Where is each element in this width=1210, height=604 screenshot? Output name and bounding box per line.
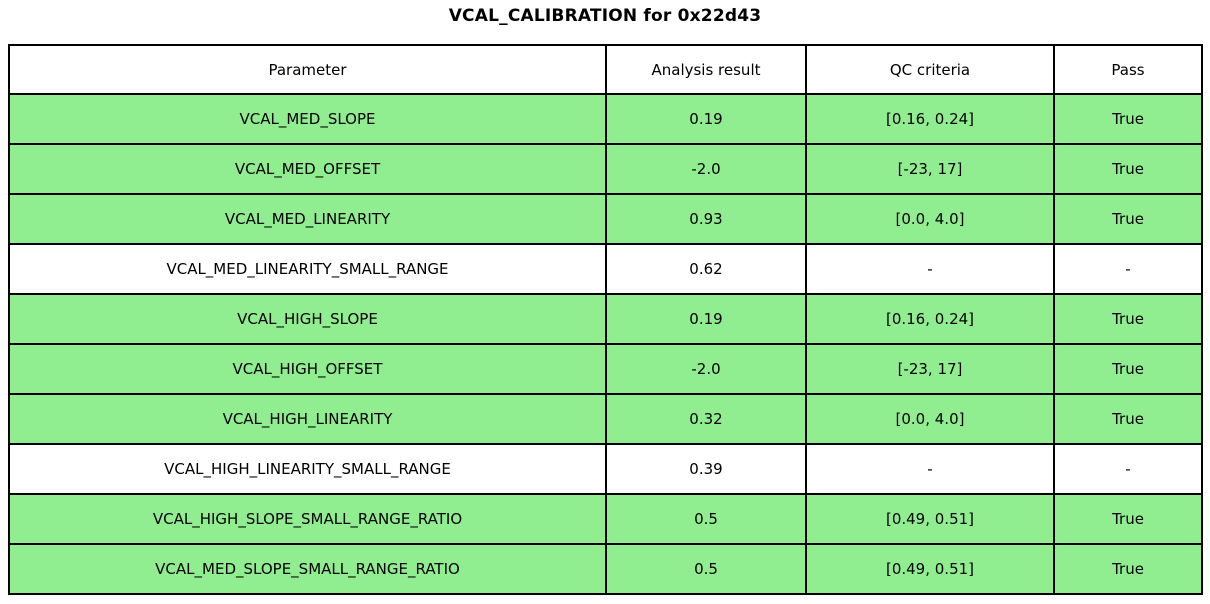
criteria-cell: [0.49, 0.51]: [805, 543, 1055, 595]
pass-cell: True: [1053, 293, 1203, 345]
parameter-cell: VCAL_MED_LINEARITY_SMALL_RANGE: [8, 243, 607, 295]
criteria-cell: [0.16, 0.24]: [805, 293, 1055, 345]
criteria-cell: -: [805, 243, 1055, 295]
criteria-cell: [0.0, 4.0]: [805, 393, 1055, 445]
parameter-cell: VCAL_HIGH_SLOPE_SMALL_RANGE_RATIO: [8, 493, 607, 545]
column-header-pass: Pass: [1053, 44, 1203, 95]
parameter-cell: VCAL_HIGH_LINEARITY_SMALL_RANGE: [8, 443, 607, 495]
parameter-cell: VCAL_MED_SLOPE: [8, 93, 607, 145]
table-row: VCAL_HIGH_SLOPE 0.19 [0.16, 0.24] True: [8, 293, 1203, 345]
parameter-cell: VCAL_HIGH_OFFSET: [8, 343, 607, 395]
column-header-analysis-result: Analysis result: [605, 44, 807, 95]
result-cell: -2.0: [605, 143, 807, 195]
criteria-cell: [0.49, 0.51]: [805, 493, 1055, 545]
pass-cell: True: [1053, 393, 1203, 445]
result-cell: 0.62: [605, 243, 807, 295]
result-cell: 0.5: [605, 543, 807, 595]
table-row: VCAL_MED_OFFSET -2.0 [-23, 17] True: [8, 143, 1203, 195]
criteria-cell: [0.0, 4.0]: [805, 193, 1055, 245]
pass-cell: True: [1053, 343, 1203, 395]
column-header-parameter: Parameter: [8, 44, 607, 95]
result-cell: 0.19: [605, 293, 807, 345]
table-row: VCAL_MED_SLOPE_SMALL_RANGE_RATIO 0.5 [0.49…: [8, 543, 1203, 595]
pass-cell: True: [1053, 543, 1203, 595]
result-cell: 0.32: [605, 393, 807, 445]
qc-table: Parameter Analysis result QC criteria Pa…: [8, 44, 1203, 595]
criteria-cell: [-23, 17]: [805, 343, 1055, 395]
table-row: VCAL_MED_LINEARITY 0.93 [0.0, 4.0] True: [8, 193, 1203, 245]
pass-cell: -: [1053, 243, 1203, 295]
header-row: Parameter Analysis result QC criteria Pa…: [8, 44, 1203, 95]
pass-cell: True: [1053, 93, 1203, 145]
result-cell: 0.19: [605, 93, 807, 145]
pass-cell: -: [1053, 443, 1203, 495]
result-cell: 0.39: [605, 443, 807, 495]
result-cell: 0.93: [605, 193, 807, 245]
criteria-cell: -: [805, 443, 1055, 495]
criteria-cell: [0.16, 0.24]: [805, 93, 1055, 145]
table-row: VCAL_MED_SLOPE 0.19 [0.16, 0.24] True: [8, 93, 1203, 145]
parameter-cell: VCAL_HIGH_SLOPE: [8, 293, 607, 345]
table-row: VCAL_HIGH_LINEARITY_SMALL_RANGE 0.39- -: [8, 443, 1203, 495]
parameter-cell: VCAL_MED_SLOPE_SMALL_RANGE_RATIO: [8, 543, 607, 595]
figure-title: VCAL_CALIBRATION for 0x22d43: [448, 6, 762, 26]
pass-cell: True: [1053, 143, 1203, 195]
table-row: VCAL_HIGH_LINEARITY 0.32 [0.0, 4.0] True: [8, 393, 1203, 445]
parameter-cell: VCAL_MED_LINEARITY: [8, 193, 607, 245]
pass-cell: True: [1053, 493, 1203, 545]
parameter-cell: VCAL_MED_OFFSET: [8, 143, 607, 195]
parameter-cell: VCAL_HIGH_LINEARITY: [8, 393, 607, 445]
result-cell: 0.5: [605, 493, 807, 545]
criteria-cell: [-23, 17]: [805, 143, 1055, 195]
table-row: VCAL_HIGH_OFFSET -2.0 [-23, 17] True: [8, 343, 1203, 395]
result-cell: -2.0: [605, 343, 807, 395]
table-row: VCAL_MED_LINEARITY_SMALL_RANGE 0.62- -: [8, 243, 1203, 295]
table-row: VCAL_HIGH_SLOPE_SMALL_RANGE_RATIO 0.5 [0.4…: [8, 493, 1203, 545]
pass-cell: True: [1053, 193, 1203, 245]
column-header-qc-criteria: QC criteria: [805, 44, 1055, 95]
